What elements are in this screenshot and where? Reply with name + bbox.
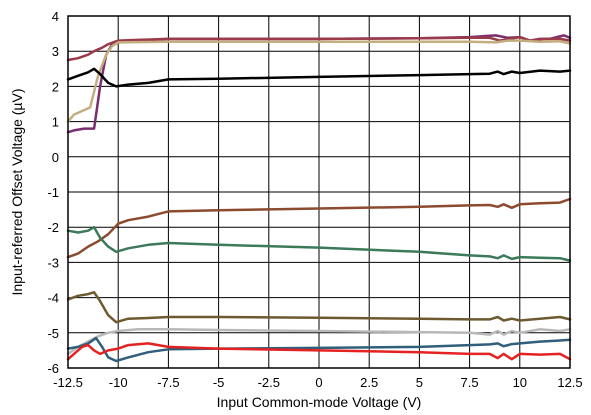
y-tick-label: 0 (52, 150, 59, 165)
series-lines (66, 34, 572, 363)
grid-lines (68, 16, 570, 368)
y-tick-label: 3 (52, 44, 59, 59)
y-tick-labels: -6 -5 -4 -3 -2 -1 0 1 2 3 4 (47, 9, 59, 376)
plot-frame (67, 15, 571, 369)
y-tick-label: -6 (47, 361, 59, 376)
y-tick-label: -4 (47, 291, 59, 306)
x-tick-label: 2.5 (360, 375, 378, 390)
series-line-4 (66, 67, 572, 88)
x-tick-label: -5 (213, 375, 225, 390)
series-line-8 (66, 328, 572, 356)
series-line-7 (66, 291, 572, 324)
x-tick-label: 0 (315, 375, 322, 390)
series-line-6 (66, 225, 572, 262)
x-tick-label: 7.5 (461, 375, 479, 390)
y-tick-label: -5 (47, 326, 59, 341)
y-tick-label: 4 (52, 9, 59, 24)
series-line-3 (66, 39, 572, 123)
x-tick-label: -12.5 (53, 375, 83, 390)
y-tick-label: -2 (47, 220, 59, 235)
x-tick-label: 5 (416, 375, 423, 390)
y-tick-label: -1 (47, 185, 59, 200)
y-tick-label: -3 (47, 255, 59, 270)
x-tick-label: -2.5 (258, 375, 280, 390)
x-tick-label: -10 (109, 375, 128, 390)
x-axis-title: Input Common-mode Voltage (V) (217, 394, 422, 410)
x-tick-labels: -12.5 -10 -7.5 -5 -2.5 0 2.5 5 7.5 10 12.5 (53, 375, 582, 390)
x-tick-label: 12.5 (557, 375, 582, 390)
y-axis-title: Input-referred Offset Voltage (µV) (9, 88, 25, 295)
x-tick-label: -7.5 (157, 375, 179, 390)
y-tick-label: 1 (52, 115, 59, 130)
y-tick-label: 2 (52, 79, 59, 94)
x-tick-label: 10 (513, 375, 527, 390)
series-line-10 (66, 342, 572, 361)
